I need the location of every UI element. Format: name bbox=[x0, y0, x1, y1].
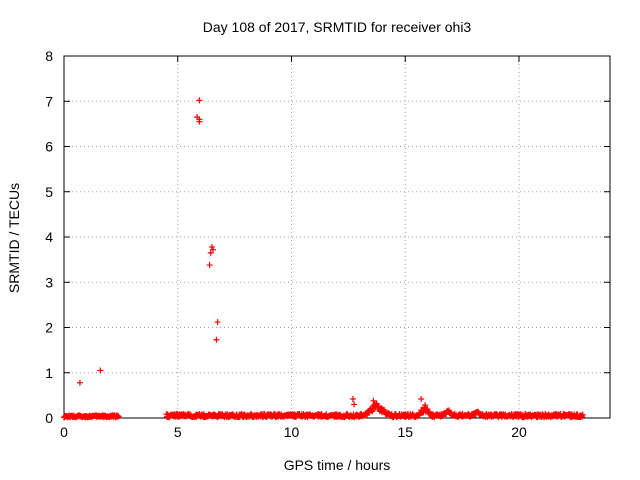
data-point bbox=[97, 367, 104, 374]
x-axis-label: GPS time / hours bbox=[284, 457, 391, 473]
x-tick-label: 0 bbox=[60, 424, 68, 440]
x-tick-label: 5 bbox=[174, 424, 182, 440]
data-point bbox=[214, 319, 221, 326]
x-tick-label: 10 bbox=[284, 424, 300, 440]
y-tick-label: 3 bbox=[45, 274, 53, 290]
data-points bbox=[61, 97, 586, 421]
y-tick-label: 8 bbox=[45, 48, 53, 64]
y-tick-label: 4 bbox=[45, 229, 53, 245]
data-point bbox=[208, 243, 215, 250]
y-tick-label: 7 bbox=[45, 93, 53, 109]
data-point bbox=[213, 336, 220, 343]
data-point bbox=[418, 395, 425, 402]
x-tick-label: 20 bbox=[511, 424, 527, 440]
y-tick-label: 0 bbox=[45, 410, 53, 426]
data-point bbox=[351, 401, 358, 408]
chart-title: Day 108 of 2017, SRMTID for receiver ohi… bbox=[203, 19, 472, 35]
y-tick-label: 2 bbox=[45, 320, 53, 336]
data-point bbox=[207, 249, 214, 256]
data-point bbox=[370, 397, 377, 404]
data-point bbox=[210, 246, 217, 253]
y-tick-label: 5 bbox=[45, 184, 53, 200]
data-point bbox=[196, 118, 203, 125]
y-axis-label: SRMTID / TECUs bbox=[6, 183, 22, 293]
x-tick-label: 15 bbox=[397, 424, 413, 440]
data-point bbox=[579, 411, 586, 418]
y-tick-label: 1 bbox=[45, 365, 53, 381]
data-point bbox=[115, 413, 122, 420]
data-point bbox=[349, 395, 356, 402]
data-point bbox=[196, 97, 203, 104]
data-point bbox=[206, 262, 213, 269]
grid bbox=[64, 56, 610, 418]
y-tick-label: 6 bbox=[45, 139, 53, 155]
data-point bbox=[422, 402, 429, 409]
data-point bbox=[76, 379, 83, 386]
